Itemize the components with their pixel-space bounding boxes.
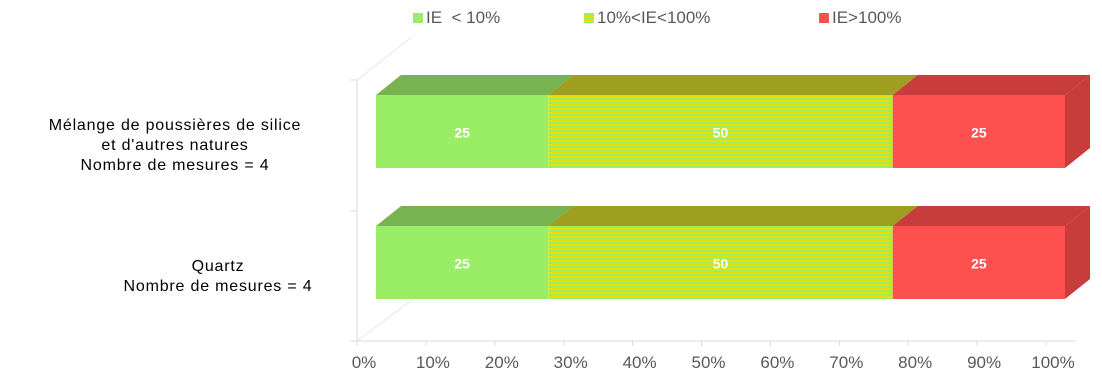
data-label: 50 [713, 125, 729, 141]
bar-segment: 50 [548, 75, 918, 168]
bar-segment-side-face [1065, 75, 1090, 168]
bar-segment-top-face [892, 206, 1090, 226]
bar-segment: 25 [892, 75, 1090, 168]
back-wall-edge [356, 36, 413, 81]
x-tick-label: 80% [898, 353, 932, 372]
bar-segment-front-face [376, 95, 549, 168]
floor-edge [356, 299, 413, 342]
legend-swatch [819, 13, 829, 23]
legend-item: IE>100% [819, 8, 901, 27]
x-tick-label: 100% [1031, 353, 1074, 372]
x-tick-label: 30% [554, 353, 588, 372]
bar-segment-front-face [548, 226, 893, 299]
x-tick-label: 50% [691, 353, 725, 372]
data-label: 25 [971, 125, 987, 141]
data-label: 50 [713, 256, 729, 272]
category-label-line: et d'autres natures [101, 137, 248, 154]
data-label: 25 [971, 256, 987, 272]
bar-segment: 25 [892, 206, 1090, 299]
legend: IE < 10% 10%<IE<100% IE>100% [413, 8, 901, 27]
bar-segment-front-face [892, 95, 1065, 168]
bar-segment-side-face [1065, 206, 1090, 299]
x-tick-label: 0% [352, 353, 377, 372]
bar-segment: 25 [376, 75, 574, 168]
data-label: 25 [454, 256, 470, 272]
category-label: Mélange de poussières de silice et d'autr… [49, 117, 302, 174]
x-tick-label: 20% [485, 353, 519, 372]
bar-segment-top-face [548, 206, 918, 226]
bar-segment-front-face [892, 226, 1065, 299]
category-label: Quartz Nombre de mesures = 4 [124, 258, 313, 295]
bar-segment-front-face [376, 226, 549, 299]
bar-segment-top-face [376, 206, 574, 226]
category-label-line: Nombre de mesures = 4 [81, 157, 270, 174]
bar-segment-top-face [548, 75, 918, 95]
category-label-line: Quartz [192, 258, 245, 275]
bar-segment-top-face [892, 75, 1090, 95]
legend-swatch [413, 13, 423, 23]
x-tick-label: 70% [829, 353, 863, 372]
bar-segment-front-face [548, 95, 893, 168]
legend-item: 10%<IE<100% [584, 8, 710, 27]
bars: 25 50 25 25 50 25 [376, 75, 1090, 299]
legend-label: IE>100% [832, 8, 901, 27]
x-tick-label: 40% [623, 353, 657, 372]
x-tick-label: 60% [760, 353, 794, 372]
bar-segment: 25 [376, 206, 574, 299]
axes: 0% 10% 20% 30% 40% 50% 60% 70% 80% 90% 100% [350, 36, 1076, 372]
category-label-line: Mélange de poussières de silice [49, 117, 302, 134]
x-tick-label: 90% [967, 353, 1001, 372]
bar-segment-top-face [376, 75, 574, 95]
legend-label: IE < 10% [426, 8, 500, 27]
category-labels: Mélange de poussières de silice et d'autr… [49, 117, 313, 295]
legend-item: IE < 10% [413, 8, 500, 27]
x-tick-label: 10% [416, 353, 450, 372]
data-label: 25 [454, 125, 470, 141]
legend-swatch [584, 13, 594, 23]
category-label-line: Nombre de mesures = 4 [124, 278, 313, 295]
bar-segment: 50 [548, 206, 918, 299]
legend-label: 10%<IE<100% [597, 8, 710, 27]
